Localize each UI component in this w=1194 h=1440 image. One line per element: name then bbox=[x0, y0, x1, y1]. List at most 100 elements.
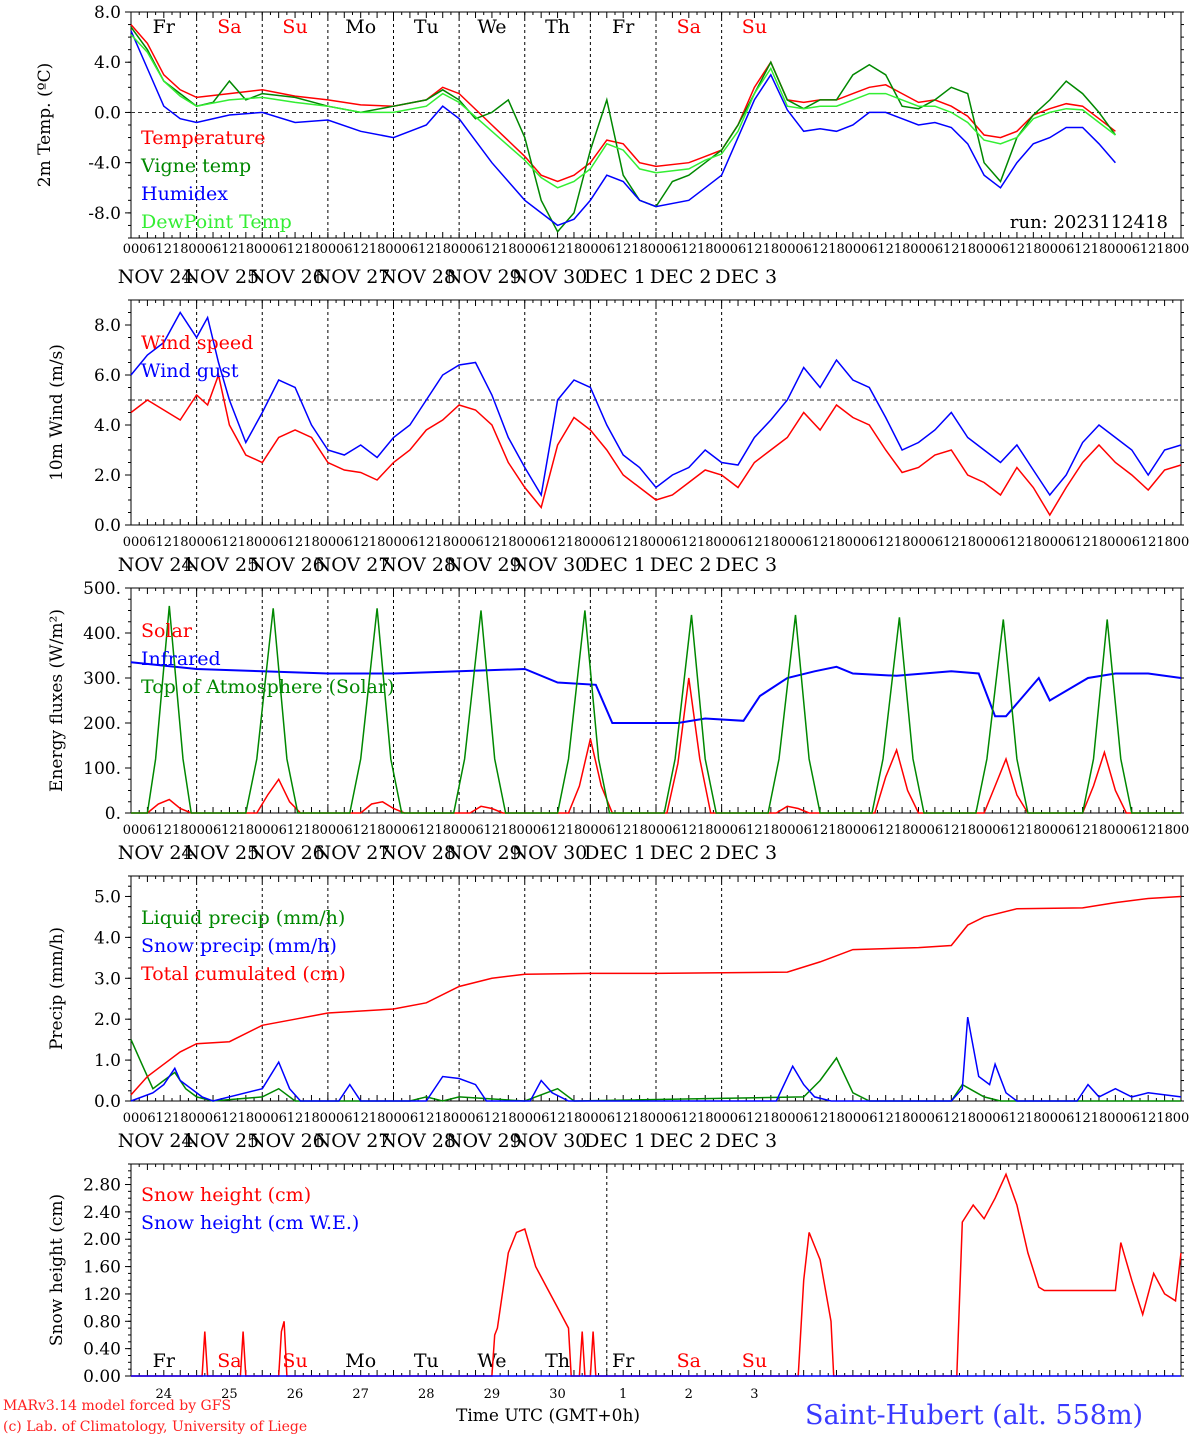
hour-tick-label: 00 bbox=[254, 823, 271, 838]
hour-tick-label: 18 bbox=[697, 242, 714, 257]
y-tick-label: 400. bbox=[83, 624, 121, 644]
legend-entry: Snow precip (mm/h) bbox=[141, 935, 337, 957]
series-line-wind-gust bbox=[130, 311, 1182, 498]
hour-tick-label: 18 bbox=[369, 1111, 386, 1126]
hour-tick-label: 18 bbox=[763, 242, 780, 257]
hour-tick-label: 06 bbox=[992, 823, 1009, 838]
hour-tick-label: 18 bbox=[1091, 1111, 1108, 1126]
hour-tick-label: 18 bbox=[894, 535, 911, 550]
hour-tick-label: 12 bbox=[1009, 1111, 1026, 1126]
hour-tick-label: 06 bbox=[533, 1111, 550, 1126]
y-tick-label: 2.00 bbox=[83, 1230, 121, 1250]
hour-tick-label: 12 bbox=[1074, 823, 1091, 838]
date-label: NOV 25 bbox=[183, 554, 259, 576]
hour-tick-label: 06 bbox=[467, 823, 484, 838]
hour-tick-label: 06 bbox=[599, 823, 616, 838]
hour-tick-label: 06 bbox=[402, 242, 419, 257]
hour-tick-label: 06 bbox=[402, 535, 419, 550]
hour-tick-label: 06 bbox=[861, 823, 878, 838]
hour-tick-label: 00 bbox=[1173, 1111, 1190, 1126]
hour-tick-label: 12 bbox=[877, 242, 894, 257]
y-tick-label: 1.60 bbox=[83, 1258, 121, 1278]
hour-tick-label: 12 bbox=[352, 1111, 369, 1126]
hour-tick-label: 00 bbox=[779, 535, 796, 550]
date-label: DEC 2 bbox=[650, 1130, 712, 1152]
hour-tick-label: 00 bbox=[713, 1111, 730, 1126]
date-label: NOV 29 bbox=[446, 554, 522, 576]
hour-tick-label: 06 bbox=[599, 242, 616, 257]
hour-tick-label: 06 bbox=[467, 242, 484, 257]
date-label: NOV 26 bbox=[249, 1130, 325, 1152]
hour-tick-label: 18 bbox=[1156, 1111, 1173, 1126]
hour-tick-label: 12 bbox=[812, 823, 829, 838]
hour-tick-label: 06 bbox=[795, 242, 812, 257]
hour-tick-label: 18 bbox=[434, 242, 451, 257]
date-label: NOV 28 bbox=[380, 1130, 456, 1152]
legend-entry: Liquid precip (mm/h) bbox=[141, 907, 345, 929]
hour-tick-label: 12 bbox=[484, 242, 501, 257]
hour-tick-label: 12 bbox=[418, 823, 435, 838]
hour-tick-label: 18 bbox=[631, 242, 648, 257]
hour-tick-label: 18 bbox=[1025, 535, 1042, 550]
series-line-wind-speed bbox=[130, 372, 1182, 517]
hour-tick-label: 12 bbox=[221, 535, 238, 550]
y-axis-label: 2m Temp. (ºC) bbox=[35, 63, 55, 188]
hour-tick-label: 00 bbox=[910, 242, 927, 257]
series-line-snow-precip-mm-h bbox=[130, 1016, 1182, 1102]
hour-tick-label: 06 bbox=[533, 535, 550, 550]
day-name-label: Mo bbox=[345, 1350, 376, 1372]
hour-tick-label: 00 bbox=[1041, 535, 1058, 550]
hour-tick-label: 18 bbox=[566, 1111, 583, 1126]
hour-tick-label: 00 bbox=[648, 535, 665, 550]
hour-tick-label: 00 bbox=[1173, 242, 1190, 257]
hour-tick-label: 06 bbox=[270, 823, 287, 838]
hour-tick-label: 06 bbox=[336, 1111, 353, 1126]
series-line-top-of-atmosphere-solar bbox=[131, 605, 1181, 814]
hour-tick-label: 18 bbox=[434, 823, 451, 838]
y-tick-label: 8.0 bbox=[94, 316, 121, 336]
hour-tick-label: 00 bbox=[648, 242, 665, 257]
hour-tick-label: 12 bbox=[418, 535, 435, 550]
hour-tick-label: 18 bbox=[303, 242, 320, 257]
day-number-label: 30 bbox=[549, 1387, 566, 1402]
run-label: run: 2023112418 bbox=[1010, 212, 1168, 233]
hour-tick-label: 06 bbox=[205, 1111, 222, 1126]
hour-tick-label: 06 bbox=[205, 242, 222, 257]
y-tick-label: 100. bbox=[83, 759, 121, 779]
hour-tick-label: 06 bbox=[1058, 535, 1075, 550]
hour-tick-label: 12 bbox=[352, 535, 369, 550]
y-tick-label: 0.0 bbox=[94, 1092, 121, 1112]
plot-frame bbox=[130, 587, 1182, 814]
hour-tick-label: 06 bbox=[927, 823, 944, 838]
date-label: NOV 29 bbox=[446, 266, 522, 288]
day-number-label: 25 bbox=[221, 1387, 238, 1402]
legend-entry: Snow height (cm W.E.) bbox=[141, 1212, 359, 1234]
hour-tick-label: 00 bbox=[516, 242, 533, 257]
hour-tick-label: 18 bbox=[172, 823, 189, 838]
hour-tick-label: 06 bbox=[664, 823, 681, 838]
hour-tick-label: 06 bbox=[139, 535, 156, 550]
hour-tick-label: 00 bbox=[320, 535, 337, 550]
hour-tick-label: 12 bbox=[812, 242, 829, 257]
hour-tick-label: 06 bbox=[270, 535, 287, 550]
date-label: DEC 3 bbox=[715, 842, 777, 864]
hour-tick-label: 00 bbox=[516, 535, 533, 550]
hour-tick-label: 00 bbox=[779, 242, 796, 257]
hour-tick-label: 00 bbox=[976, 1111, 993, 1126]
date-label: NOV 30 bbox=[511, 842, 587, 864]
hour-tick-label: 18 bbox=[763, 1111, 780, 1126]
hour-tick-label: 12 bbox=[681, 242, 698, 257]
hour-tick-label: 18 bbox=[172, 242, 189, 257]
legend-entry: Infrared bbox=[141, 648, 221, 670]
day-name-label: We bbox=[477, 1350, 506, 1372]
day-name-label: Su bbox=[742, 1350, 767, 1372]
hour-tick-label: 00 bbox=[188, 1111, 205, 1126]
date-label: NOV 28 bbox=[380, 266, 456, 288]
y-tick-label: 0.0 bbox=[94, 516, 121, 536]
date-label: NOV 27 bbox=[315, 266, 391, 288]
series-line-humidex bbox=[130, 30, 1116, 227]
hour-tick-label: 18 bbox=[238, 535, 255, 550]
date-label: NOV 29 bbox=[446, 842, 522, 864]
